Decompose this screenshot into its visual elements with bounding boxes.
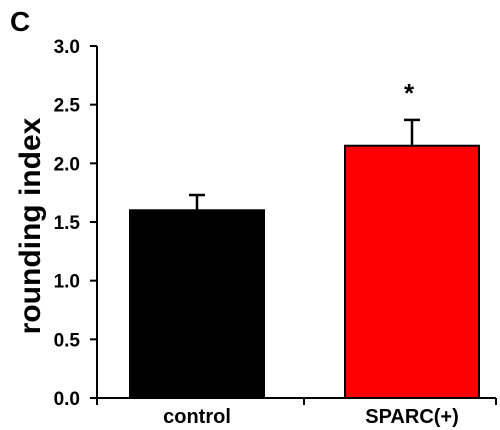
significance-marker: * <box>404 78 415 108</box>
y-tick-label-5: 2.5 <box>54 96 81 117</box>
x-tick-label-0: control <box>163 406 231 428</box>
y-tick-label-2: 1.0 <box>54 272 80 293</box>
bar-1 <box>344 144 480 399</box>
y-tick-label-0: 0.0 <box>54 389 80 410</box>
x-tick-label-1: SPARC(+) <box>365 406 459 428</box>
plot-area: control * SPARC(+) 0.0 0.5 1.0 1.5 2.0 2.5 3.0 <box>54 37 497 428</box>
y-axis-label: rounding index <box>14 117 47 334</box>
y-tick-label-1: 0.5 <box>54 330 81 351</box>
y-tick-label-4: 2.0 <box>54 154 80 175</box>
y-tick-label-3: 1.5 <box>54 213 81 234</box>
y-tick-label-6: 3.0 <box>54 37 80 58</box>
panel-label: C <box>10 6 30 37</box>
bar-0 <box>129 209 265 399</box>
